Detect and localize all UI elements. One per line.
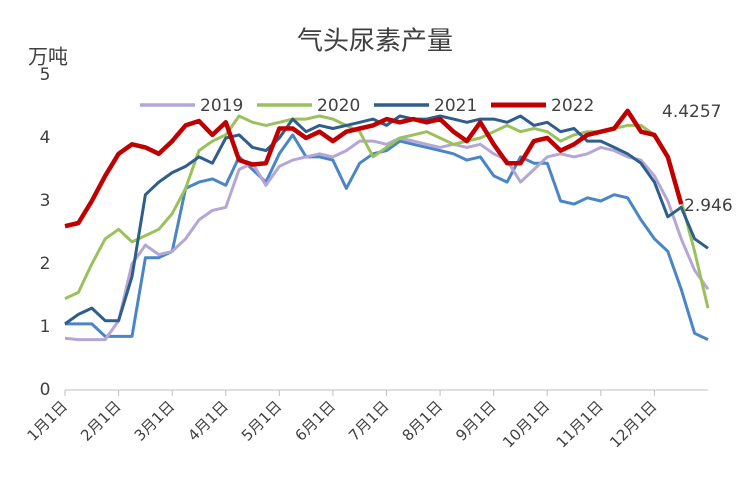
x-tick-label: 11月1日 [553,397,607,451]
y-tick-label: 0 [40,380,51,400]
x-tick-label: 8月1日 [399,397,446,444]
y-tick-label: 2 [40,254,51,274]
x-tick-label: 3月1日 [131,397,178,444]
annotation: 4.4257 [662,102,721,122]
legend-label: 2022 [551,96,594,116]
y-axis-label: 万吨 [28,45,68,69]
series-line [64,136,710,342]
chart-title: 气头尿素产量 [297,27,453,57]
y-tick-label: 1 [40,317,51,337]
x-tick-label: 10月1日 [499,397,553,451]
legend-label: 2020 [317,96,360,116]
series-line [64,114,709,326]
legend-label: 2019 [200,96,243,116]
legend-label: 2021 [434,96,477,116]
x-tick-label: 4月1日 [184,397,231,444]
x-tick-label: 5月1日 [238,397,285,444]
annotation: 2.946 [684,196,733,216]
x-tick-label: 12月1日 [606,397,660,451]
x-tick-label: 9月1日 [452,397,499,444]
series-line [65,133,709,341]
y-tick-label: 5 [40,65,51,85]
series-line [64,108,684,229]
x-tick-label: 2月1日 [77,397,124,444]
x-tick-label: 1月1日 [24,397,71,444]
x-tick-label: 6月1日 [291,397,338,444]
y-tick-label: 4 [40,128,51,148]
y-tick-label: 3 [40,191,51,211]
x-tick-label: 7月1日 [345,397,392,444]
